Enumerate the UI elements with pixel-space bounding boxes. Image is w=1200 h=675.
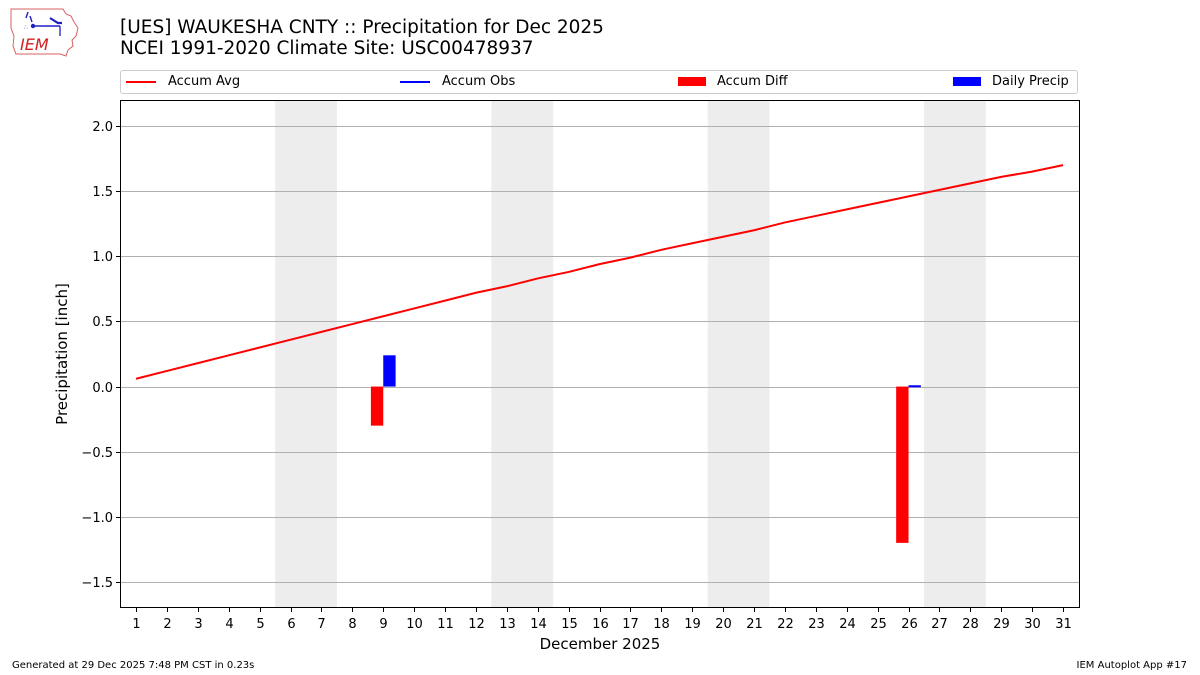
x-tick-label: 18 [653,617,670,632]
x-tick-label: 15 [561,617,578,632]
accum-avg-line [135,164,1064,380]
legend-item-accum-obs: Accum Obs [400,74,515,89]
weekend-shading [275,100,986,608]
x-tick-label: 8 [348,617,356,632]
weekend-band [275,100,337,608]
chart-legend: Accum Avg Accum Obs Accum Diff Daily Pre… [120,70,1078,94]
legend-label: Accum Diff [717,74,788,89]
y-axis-label: Precipitation [inch] [53,283,71,425]
y-tick-label: 1.5 [92,185,113,200]
app-label: IEM Autoplot App #17 [1076,660,1187,671]
title-line-1: [UES] WAUKESHA CNTY :: Precipitation for… [120,17,604,38]
y-tick-label: 1.0 [92,250,113,265]
x-tick-label: 24 [839,617,856,632]
y-gridlines [120,126,1080,583]
x-tick-label: 6 [287,617,295,632]
y-tick-label: −0.5 [81,446,113,461]
accum-obs-line-swatch [400,80,430,83]
accum-diff-patch-swatch [678,77,706,86]
x-axis: 1 2 3 4 5 6 7 8 9 10 11 12 13 14 15 16 17 18 19 20 21 22 23 24 2… [132,608,1072,632]
daily-precip-bar [908,385,921,388]
x-tick-label: 1 [132,617,140,632]
x-tick-label: 2 [163,617,171,632]
legend-label: Accum Obs [442,74,516,89]
x-tick-label: 25 [870,617,887,632]
x-tick-label: 23 [808,617,825,632]
y-axis: −1.5 −1.0 −0.5 0.0 0.5 1.0 1.5 2.0 [81,120,120,591]
x-tick-label: 20 [715,617,732,632]
legend-item-accum-diff: Accum Diff [678,74,788,89]
legend-item-daily-precip: Daily Precip [953,74,1069,89]
x-tick-label: 21 [746,617,763,632]
x-tick-label: 17 [622,617,639,632]
accum-diff-bar [370,386,384,426]
iem-logo: ∴ IEM [8,6,80,58]
x-tick-label: 30 [1024,617,1041,632]
x-tick-label: 11 [437,617,454,632]
generated-timestamp: Generated at 29 Dec 2025 7:48 PM CST in … [12,660,255,671]
x-tick-label: 3 [194,617,202,632]
x-tick-label: 19 [684,617,701,632]
x-tick-label: 12 [468,617,485,632]
legend-item-accum-avg: Accum Avg [126,74,240,89]
accum-avg-line-swatch [126,80,156,83]
title-line-2: NCEI 1991-2020 Climate Site: USC00478937 [120,38,534,59]
x-tick-label: 5 [256,617,264,632]
x-tick-label: 7 [317,617,325,632]
y-tick-label: 0.0 [92,381,113,396]
chart-title: [UES] WAUKESHA CNTY :: Precipitation for… [120,17,604,59]
accum-diff-bar [896,386,909,543]
x-tick-label: 31 [1055,617,1072,632]
daily-precip-patch-swatch [953,77,981,86]
x-tick-label: 29 [993,617,1010,632]
weekend-band [707,100,770,608]
y-tick-label: −1.5 [81,576,113,591]
legend-label: Accum Avg [168,74,241,89]
legend-label: Daily Precip [992,74,1069,89]
x-axis-label: December 2025 [540,635,661,653]
x-tick-label: 9 [379,617,387,632]
x-tick-label: 14 [530,617,547,632]
bar-series [370,355,921,543]
weekend-band [491,100,554,608]
svg-text:∴: ∴ [24,24,28,31]
x-tick-label: 22 [777,617,794,632]
x-tick-label: 16 [592,617,609,632]
y-tick-label: 0.5 [92,315,113,330]
daily-precip-bar [383,355,396,387]
x-tick-label: 27 [931,617,948,632]
x-tick-label: 28 [962,617,979,632]
y-tick-label: 2.0 [92,120,113,135]
line-series [135,164,1064,380]
x-tick-label: 13 [499,617,516,632]
x-tick-label: 26 [901,617,918,632]
plot-frame [120,100,1080,608]
weekend-band [923,100,986,608]
x-tick-label: 10 [406,617,423,632]
svg-text:IEM: IEM [20,35,49,54]
y-tick-label: −1.0 [81,511,113,526]
x-tick-label: 4 [225,617,233,632]
